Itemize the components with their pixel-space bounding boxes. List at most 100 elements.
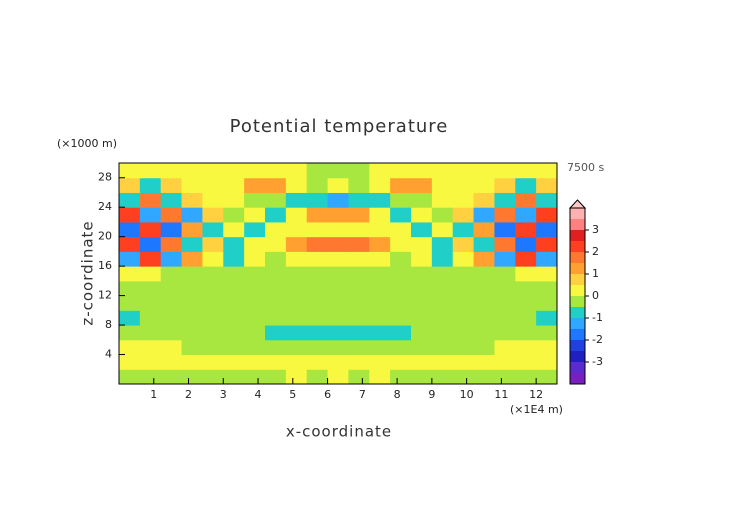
cell xyxy=(306,266,329,282)
cell xyxy=(327,280,349,297)
cell xyxy=(515,163,537,179)
cell xyxy=(348,325,370,341)
cell xyxy=(202,177,224,193)
cell xyxy=(119,339,141,356)
cell xyxy=(411,236,433,252)
cell xyxy=(473,251,495,267)
cell xyxy=(181,295,203,311)
cell xyxy=(244,369,266,385)
cell xyxy=(390,251,412,267)
colorbar-band xyxy=(570,252,585,263)
cell xyxy=(119,369,141,385)
colorbar-tick-label: -2 xyxy=(592,333,603,346)
cell xyxy=(202,207,224,223)
cell xyxy=(431,251,454,267)
x-tick-label: 2 xyxy=(185,388,192,401)
cell xyxy=(223,295,245,311)
cell xyxy=(223,280,245,297)
cell xyxy=(265,236,287,252)
cell xyxy=(515,339,537,356)
cell xyxy=(369,236,391,252)
cell xyxy=(244,280,266,297)
cell xyxy=(244,310,266,326)
cell xyxy=(348,207,370,223)
time-label: 7500 s xyxy=(567,161,604,174)
cell xyxy=(452,251,475,267)
cell xyxy=(265,221,287,238)
cell xyxy=(160,280,183,297)
cell xyxy=(306,369,329,385)
cell xyxy=(327,192,349,208)
cell xyxy=(244,266,266,282)
cell xyxy=(181,280,203,297)
cell xyxy=(494,266,516,282)
cell xyxy=(515,221,537,238)
cell xyxy=(473,207,495,223)
cell xyxy=(348,339,370,356)
cell xyxy=(285,207,308,223)
cell xyxy=(536,236,558,252)
cell xyxy=(411,207,433,223)
cell xyxy=(536,369,558,385)
cell xyxy=(160,369,183,385)
cell xyxy=(431,236,454,252)
colorbar-band xyxy=(570,307,585,318)
cell xyxy=(223,354,245,370)
cell xyxy=(390,325,412,341)
cell xyxy=(536,251,558,267)
y-unit: (×1000 m) xyxy=(57,137,117,150)
x-tick-label: 3 xyxy=(220,388,227,401)
cell xyxy=(494,325,516,341)
cell xyxy=(202,354,224,370)
cell xyxy=(473,310,495,326)
cell xyxy=(306,354,329,370)
cell xyxy=(265,354,287,370)
cell xyxy=(327,369,349,385)
cell xyxy=(452,310,475,326)
cell xyxy=(390,280,412,297)
cell xyxy=(160,325,183,341)
cell xyxy=(244,236,266,252)
cell xyxy=(119,251,141,267)
cell xyxy=(536,192,558,208)
cell xyxy=(369,339,391,356)
y-tick-label: 12 xyxy=(98,289,112,302)
cell xyxy=(473,192,495,208)
cell xyxy=(285,295,308,311)
cell xyxy=(411,221,433,238)
cell xyxy=(369,177,391,193)
cell xyxy=(244,295,266,311)
cell xyxy=(160,163,183,179)
cell xyxy=(431,280,454,297)
cell xyxy=(369,163,391,179)
cell xyxy=(536,266,558,282)
colorbar-band xyxy=(570,263,585,274)
cell xyxy=(494,251,516,267)
cell xyxy=(431,266,454,282)
colorbar-tick-label: -3 xyxy=(592,355,603,368)
cell xyxy=(431,177,454,193)
cell xyxy=(452,266,475,282)
cell xyxy=(223,310,245,326)
cell xyxy=(265,295,287,311)
x-tick-label: 5 xyxy=(289,388,296,401)
cell xyxy=(223,325,245,341)
colorbar-tick-label: 2 xyxy=(592,245,599,258)
cell xyxy=(285,310,308,326)
cell xyxy=(452,325,475,341)
cell xyxy=(431,192,454,208)
cell xyxy=(494,339,516,356)
x-tick-label: 10 xyxy=(460,388,474,401)
cell xyxy=(327,310,349,326)
cell xyxy=(285,339,308,356)
cell xyxy=(139,266,162,282)
cell xyxy=(244,221,266,238)
cell xyxy=(536,177,558,193)
cell xyxy=(119,221,141,238)
cell xyxy=(181,266,203,282)
cell xyxy=(536,207,558,223)
cell xyxy=(160,354,183,370)
colorbar-extension xyxy=(568,199,587,209)
cell xyxy=(223,177,245,193)
cell xyxy=(119,325,141,341)
